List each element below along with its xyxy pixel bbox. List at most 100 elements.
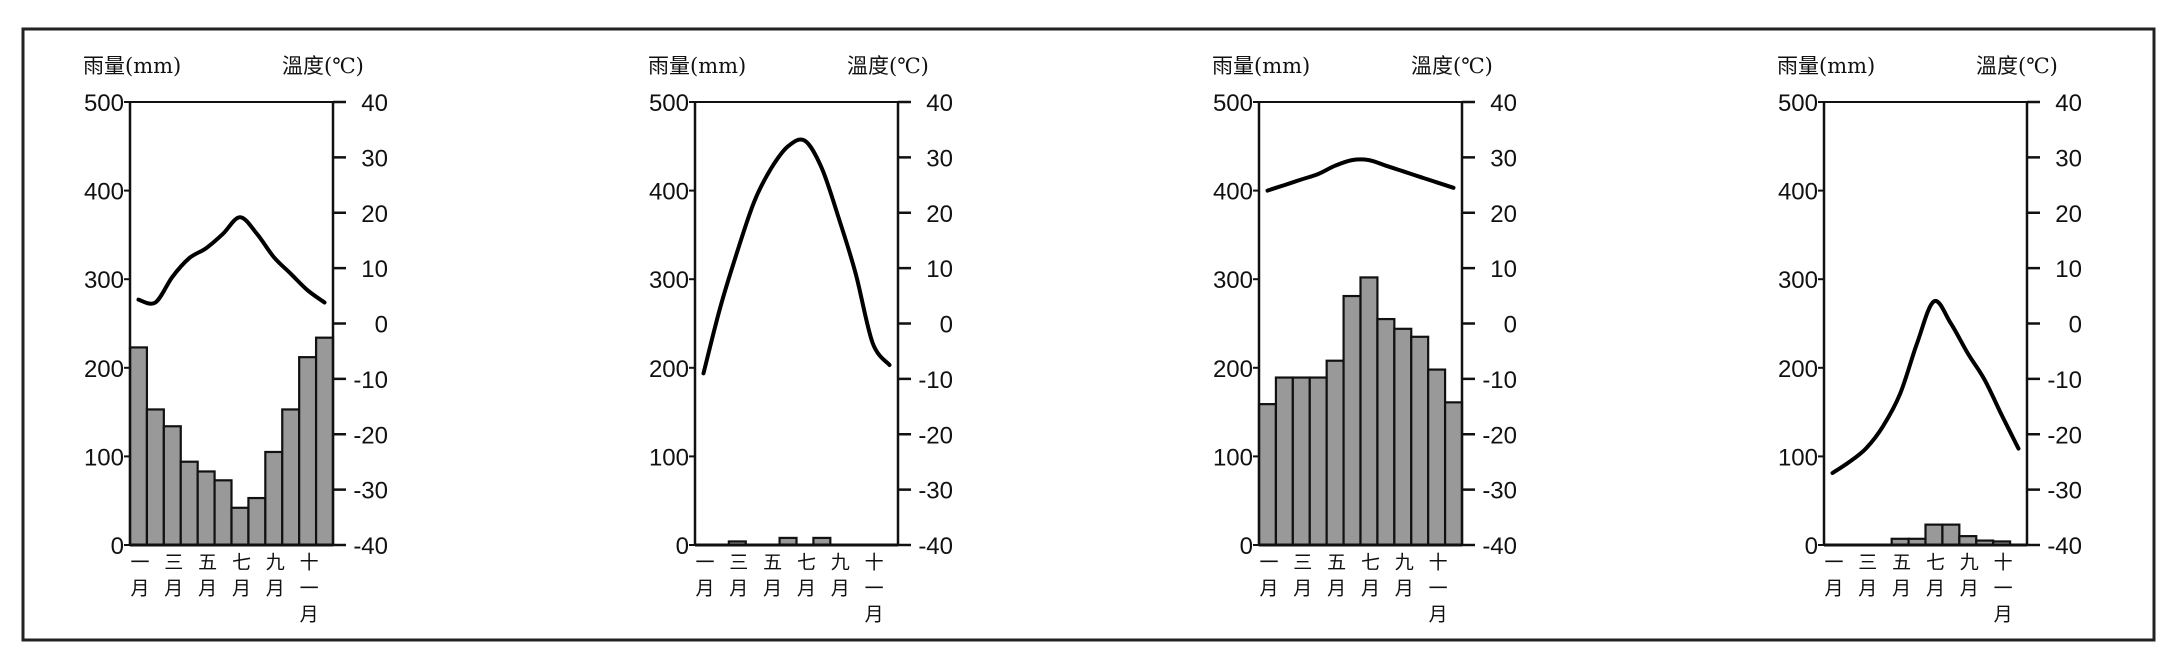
rain-bar-month-1 (128, 346, 149, 547)
temp-tick-label: -20 (1482, 422, 1517, 449)
temp-tick-label: 10 (1490, 256, 1517, 283)
rain-tick-label: 200 (1778, 356, 1818, 383)
rain-tick-label: 500 (1778, 90, 1818, 117)
rain-bar-month-5 (1325, 359, 1345, 547)
temp-tick-label: -30 (353, 478, 388, 505)
rain-tick-label: 400 (84, 179, 124, 206)
rain-bar-month-1 (1257, 403, 1278, 547)
rain-tick-label: 500 (84, 90, 124, 117)
temp-tick-label: -20 (918, 422, 953, 449)
temp-tick-label: -40 (2047, 533, 2082, 560)
temp-tick-label: -20 (353, 422, 388, 449)
temp-tick-label: -30 (1482, 478, 1517, 505)
month-label: 九月 (1957, 552, 1979, 604)
temperature-line (136, 215, 327, 306)
rain-axis-title: 雨量(mm) (648, 54, 746, 78)
temp-tick-label: -10 (1482, 367, 1517, 394)
month-label: 九月 (828, 552, 850, 604)
temp-tick-label: 40 (361, 90, 388, 117)
temp-tick-label: 20 (1490, 201, 1517, 228)
temp-tick-label: -10 (918, 367, 953, 394)
rain-tick-label: 100 (1213, 444, 1253, 471)
rain-bar-month-10 (281, 408, 301, 547)
temp-tick-label: 10 (361, 256, 388, 283)
rain-bar-month-4 (179, 460, 199, 547)
temp-axis-title: 溫度(℃) (1976, 54, 2058, 78)
month-label: 十一月 (297, 552, 319, 630)
temp-tick-label: 0 (1504, 312, 1517, 339)
month-label: 三月 (1855, 552, 1877, 604)
climate-chart-4: 雨量(mm) 溫度(℃)5004003002001000403020100-10-… (1777, 54, 2082, 630)
month-label: 十一月 (1991, 552, 2013, 630)
month-label: 七月 (1923, 552, 1945, 604)
rain-bar-month-7 (230, 506, 250, 547)
month-label: 七月 (229, 552, 251, 604)
rain-axis-title: 雨量(mm) (83, 54, 181, 78)
rain-bar-month-3 (1291, 376, 1311, 547)
temp-tick-label: 10 (926, 256, 953, 283)
rain-bar-month-8 (247, 496, 267, 547)
rain-bar-month-2 (145, 408, 165, 547)
rain-tick-label: 0 (1240, 533, 1253, 560)
month-label: 五月 (760, 552, 782, 604)
rain-tick-label: 400 (1778, 179, 1818, 206)
temp-tick-label: 20 (361, 201, 388, 228)
temperature-line (1265, 157, 1456, 193)
temp-axis-title: 溫度(℃) (847, 54, 929, 78)
rain-tick-label: 0 (676, 533, 689, 560)
temp-tick-label: 20 (2055, 201, 2082, 228)
month-label: 七月 (1358, 552, 1380, 604)
temp-tick-label: 0 (940, 312, 953, 339)
rain-bar-month-7 (1359, 276, 1379, 547)
temp-tick-label: 30 (361, 145, 388, 172)
temp-tick-label: 40 (1490, 90, 1517, 117)
temperature-line (1830, 299, 2021, 475)
climate-chart-1: 雨量(mm) 溫度(℃)5004003002001000403020100-10-… (83, 54, 388, 630)
month-label: 一月 (692, 552, 714, 604)
rain-tick-label: 100 (84, 444, 124, 471)
month-label: 十一月 (1426, 552, 1448, 630)
month-label: 一月 (1256, 552, 1278, 604)
rain-bar-month-11 (1427, 368, 1447, 547)
rain-tick-label: 300 (1778, 267, 1818, 294)
temp-tick-label: 30 (1490, 145, 1517, 172)
month-label: 三月 (1290, 552, 1312, 604)
rain-bar-month-4 (1308, 376, 1328, 547)
outer-frame (21, 27, 2156, 642)
rain-bar-month-6 (1342, 294, 1362, 547)
rain-bar-month-3 (162, 425, 182, 547)
rain-tick-label: 0 (111, 533, 124, 560)
temperature-line (701, 137, 892, 376)
rain-tick-label: 100 (649, 444, 689, 471)
rain-bar-month-12 (1443, 401, 1464, 547)
month-label: 三月 (726, 552, 748, 604)
month-label: 一月 (127, 552, 149, 604)
temp-tick-label: -20 (2047, 422, 2082, 449)
month-label: 三月 (161, 552, 183, 604)
temp-tick-label: 20 (926, 201, 953, 228)
month-label: 九月 (263, 552, 285, 604)
temp-tick-label: 30 (926, 145, 953, 172)
temp-tick-label: 0 (375, 312, 388, 339)
temp-tick-label: -10 (2047, 367, 2082, 394)
rain-tick-label: 400 (649, 179, 689, 206)
rain-axis-title: 雨量(mm) (1777, 54, 1875, 78)
temp-tick-label: 40 (2055, 90, 2082, 117)
temp-tick-label: 0 (2069, 312, 2082, 339)
rain-bar-month-7 (1924, 523, 1944, 547)
rain-bar-month-12 (314, 336, 335, 547)
rain-tick-label: 100 (1778, 444, 1818, 471)
temp-tick-label: -30 (918, 478, 953, 505)
month-label: 五月 (195, 552, 217, 604)
month-label: 九月 (1392, 552, 1414, 604)
temp-tick-label: 10 (2055, 256, 2082, 283)
month-label: 五月 (1324, 552, 1346, 604)
temp-tick-label: -40 (918, 533, 953, 560)
rain-bar-month-5 (196, 470, 216, 547)
climate-chart-2: 雨量(mm) 溫度(℃)5004003002001000403020100-10-… (648, 54, 953, 630)
rain-bar-month-8 (1941, 523, 1961, 547)
temp-tick-label: -40 (1482, 533, 1517, 560)
rain-tick-label: 200 (649, 356, 689, 383)
month-label: 七月 (794, 552, 816, 604)
